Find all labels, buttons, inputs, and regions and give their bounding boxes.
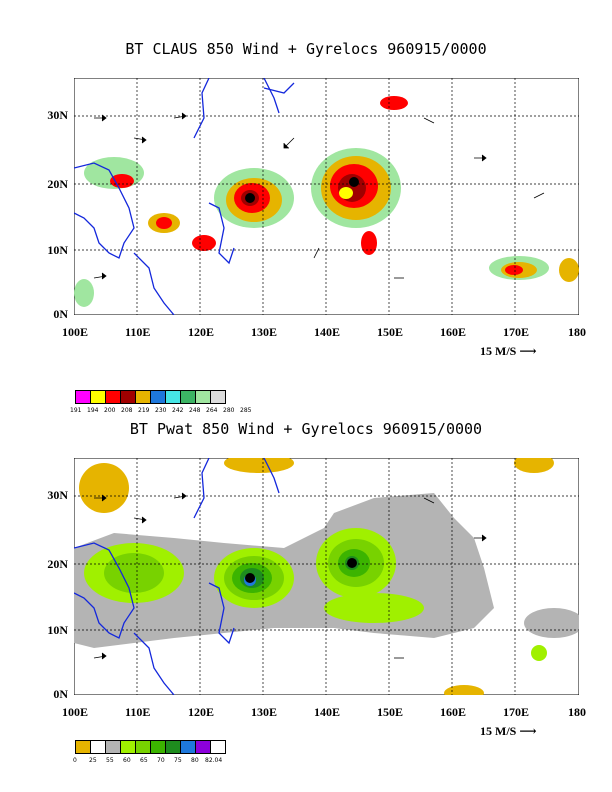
panel2-xtick: 110E	[125, 705, 151, 719]
panel2-scale-label: 15 M/S ⟶	[480, 724, 537, 738]
panel1-xtick: 170E	[503, 325, 530, 339]
panel1-colorbar-label: 230	[155, 407, 167, 414]
panel1-map	[74, 78, 579, 315]
panel2-xtick: 140E	[314, 705, 341, 719]
panel1-title: BT CLAUS 850 Wind + Gyrelocs 960915/0000	[125, 40, 487, 58]
panel2-colorbar-label: 55	[106, 757, 114, 764]
panel2-colorbar-label: 75	[174, 757, 182, 764]
panel1-colorbar-label: 219	[138, 407, 150, 414]
panel1-colorbar	[75, 390, 226, 404]
panel2-colorbar-label: 0	[73, 757, 77, 764]
panel1-ytick: 30N	[47, 108, 68, 122]
panel1-colorbar-label: 285	[240, 407, 252, 414]
panel1-xtick: 110E	[125, 325, 151, 339]
panel1-ytick: 10N	[47, 243, 68, 257]
panel1-cloud-fields	[74, 96, 579, 307]
panel2-wind-arrows	[93, 492, 487, 660]
panel1-xtick: 100E	[62, 325, 89, 339]
panel1-xtick: 140E	[314, 325, 341, 339]
panel2-xtick: 100E	[62, 705, 89, 719]
panel2-title: BT Pwat 850 Wind + Gyrelocs 960915/0000	[129, 420, 483, 438]
panel1-xtick: 130E	[251, 325, 278, 339]
panel2-xtick: 170E	[503, 705, 530, 719]
panel2-colorbar-label: 82.04	[205, 757, 223, 764]
panel1-xtick: 120E	[188, 325, 215, 339]
panel2-gyre-markers	[245, 558, 357, 583]
panel2-colorbar	[75, 740, 226, 754]
panel1-colorbar-label: 264	[206, 407, 218, 414]
panel2-xtick: 180	[568, 705, 586, 719]
panel2-xtick: 150E	[377, 705, 404, 719]
panel1-scale-label: 15 M/S ⟶	[480, 344, 537, 358]
panel1-colorbar-label: 280	[223, 407, 235, 414]
panel1-ytick: 0N	[53, 307, 68, 321]
panel2-xtick: 160E	[440, 705, 467, 719]
panel1-wind-arrows	[93, 112, 545, 280]
panel2-ytick: 10N	[47, 623, 68, 637]
panel2-xtick: 120E	[188, 705, 215, 719]
panel1-colorbar-label: 208	[121, 407, 133, 414]
panel1-ytick: 20N	[47, 177, 68, 191]
panel1-xtick: 180	[568, 325, 586, 339]
panel2-colorbar-label: 60	[123, 757, 131, 764]
panel1-grid	[74, 78, 579, 315]
panel2-colorbar-label: 65	[140, 757, 148, 764]
panel1-coastlines	[74, 78, 295, 315]
panel2-ytick: 0N	[53, 687, 68, 701]
panel1-gyre-markers	[245, 177, 359, 203]
panel2-ytick: 30N	[47, 488, 68, 502]
panel1-colorbar-label: 191	[70, 407, 82, 414]
panel1-colorbar-label: 242	[172, 407, 184, 414]
panel2-colorbar-label: 80	[191, 757, 199, 764]
panel1-colorbar-label: 200	[104, 407, 116, 414]
panel2-colorbar-label: 70	[157, 757, 165, 764]
panel1-xtick: 150E	[377, 325, 404, 339]
panel2-coastlines	[74, 458, 280, 695]
panel1-colorbar-label: 194	[87, 407, 99, 414]
panel2-grid	[74, 458, 579, 695]
panel2-xtick: 130E	[251, 705, 278, 719]
panel1-colorbar-label: 248	[189, 407, 201, 414]
panel2-colorbar-label: 25	[89, 757, 97, 764]
panel1-xtick: 160E	[440, 325, 467, 339]
panel2-ytick: 20N	[47, 557, 68, 571]
panel2-map	[74, 458, 579, 695]
